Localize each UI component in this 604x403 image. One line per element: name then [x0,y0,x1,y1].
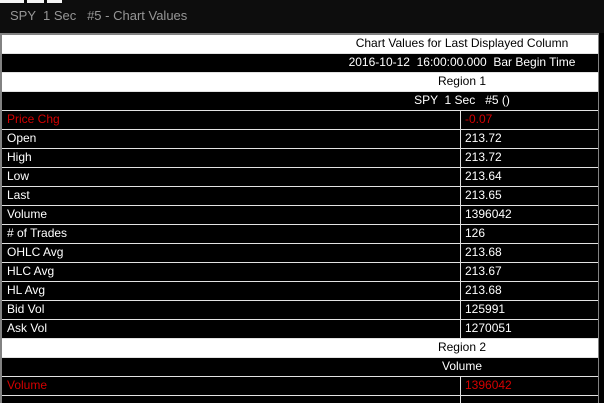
row-value: 213.68 [465,245,502,259]
table-row: Open 213.72 [2,130,598,149]
table-row: HLC Avg 213.67 [2,263,598,282]
row-value: 213.65 [465,188,502,202]
top-edge-artifact [0,0,24,3]
clipped-row [2,396,598,403]
row-value: -0.07 [465,112,493,126]
table-row: Price Chg -0.07 [2,111,598,130]
row-label: High [2,149,461,167]
table-row: # of Trades 126 [2,225,598,244]
table-row: Volume 1396042 [2,377,598,396]
row-label: Open [2,130,461,148]
row-label: HL Avg [2,282,461,300]
window-title: SPY 1 Sec #5 - Chart Values [10,8,188,23]
table-row: OHLC Avg 213.68 [2,244,598,263]
bar-begin-time-row: 2016-10-12 16:00:00.000 Bar Begin Time [2,54,598,73]
row-label: Volume [2,206,461,224]
row-value: 213.68 [465,283,502,297]
row-value [461,396,598,403]
table-row: Bid Vol 125991 [2,301,598,320]
region2-header: Region 2 [2,339,598,358]
row-label: Volume [2,377,461,395]
row-value: 213.67 [465,264,502,278]
table-row: High 213.72 [2,149,598,168]
row-label: OHLC Avg [2,244,461,262]
row-label: Low [2,168,461,186]
table-row: Volume 1396042 [2,206,598,225]
region1-header: Region 1 [2,73,598,92]
region2-study-name: Volume [2,358,598,377]
row-value: 1270051 [465,321,512,335]
row-label: Last [2,187,461,205]
region1-rows: Price Chg -0.07 Open 213.72 High 213.72 … [2,111,598,339]
row-value: 126 [465,226,486,240]
caption-row: Chart Values for Last Displayed Column [2,35,598,54]
row-label: Bid Vol [2,301,461,319]
region2-rows: Volume 1396042 [2,377,598,396]
row-label: Ask Vol [2,320,461,338]
chart-values-window: Chart Values for Last Displayed Column 2… [0,33,599,403]
top-edge-artifact [47,0,62,3]
table-row: Low 213.64 [2,168,598,187]
row-value: 213.72 [465,131,502,145]
row-value: 213.72 [465,150,502,164]
row-label: # of Trades [2,225,461,243]
row-label: Price Chg [2,111,461,129]
table-row: Ask Vol 1270051 [2,320,598,339]
table-row: HL Avg 213.68 [2,282,598,301]
row-label: HLC Avg [2,263,461,281]
top-edge-artifact [27,0,44,3]
row-value: 1396042 [465,378,512,392]
row-value: 1396042 [465,207,512,221]
row-label [2,396,461,403]
row-value: 125991 [465,302,506,316]
title-bar[interactable]: SPY 1 Sec #5 - Chart Values [0,0,604,33]
table-row: Last 213.65 [2,187,598,206]
region1-chart-name: SPY 1 Sec #5 () [2,92,598,111]
row-value: 213.64 [465,169,502,183]
